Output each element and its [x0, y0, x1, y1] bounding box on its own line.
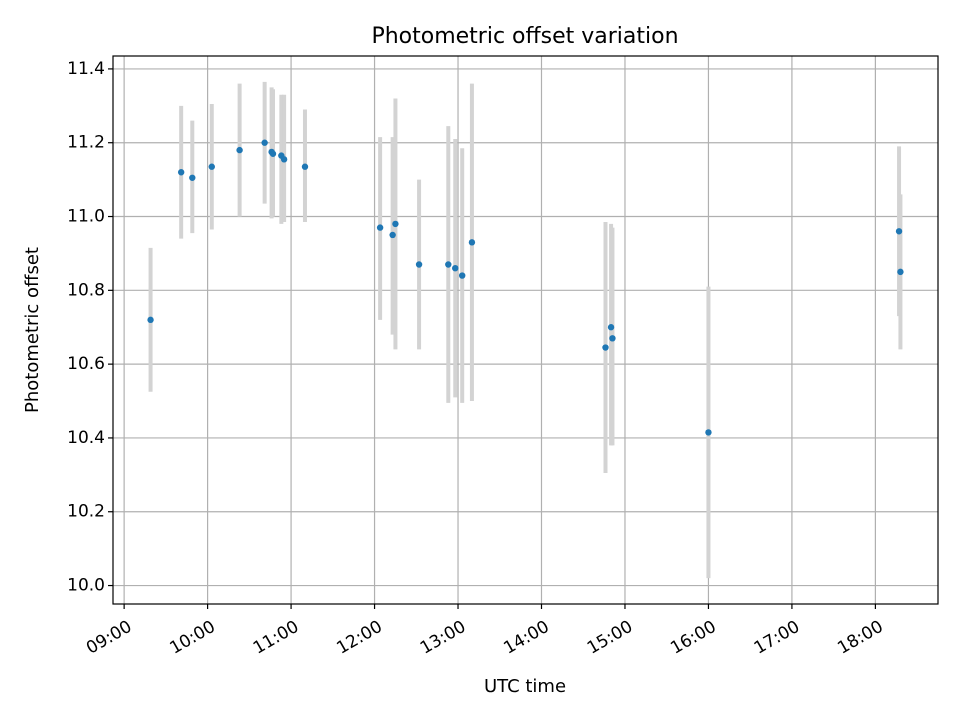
- data-point: [376, 224, 384, 231]
- data-point: [280, 156, 288, 163]
- grid-lines: [113, 56, 938, 604]
- data-point: [452, 264, 459, 272]
- y-tick-label: 11.4: [67, 59, 105, 79]
- data-point: [261, 139, 268, 146]
- y-tick-label: 11.0: [67, 207, 105, 227]
- data-point: [389, 231, 396, 239]
- y-axis-label: Photometric offset: [22, 247, 43, 413]
- y-tick-label: 10.0: [67, 576, 105, 596]
- data-point: [415, 261, 423, 268]
- x-axis-label: UTC time: [484, 676, 566, 697]
- data-point: [897, 268, 904, 276]
- data-point: [458, 272, 466, 279]
- chart-title: Photometric offset variation: [371, 24, 678, 49]
- data-point: [705, 429, 712, 436]
- data-point: [189, 174, 196, 181]
- data-point: [269, 150, 277, 157]
- data-point: [609, 335, 616, 342]
- data-point: [147, 316, 154, 324]
- y-axis-ticks: 10.0 10.2 10.4 10.6 10.8 11.0 11.2 11.4: [67, 59, 113, 596]
- data-point: [301, 163, 309, 170]
- data-point: [208, 163, 215, 170]
- data-point: [177, 169, 185, 176]
- data-point: [602, 344, 609, 351]
- y-tick-label: 11.2: [67, 133, 105, 153]
- y-tick-label: 10.8: [67, 280, 105, 300]
- data-point: [236, 146, 243, 154]
- data-point: [895, 228, 903, 235]
- plot-frame: [112, 55, 939, 605]
- y-tick-label: 10.6: [67, 354, 105, 374]
- data-point: [607, 324, 615, 331]
- data-points: [147, 139, 904, 436]
- data-point: [445, 261, 452, 268]
- y-tick-label: 10.4: [67, 428, 105, 448]
- y-tick-label: 10.2: [67, 502, 105, 522]
- data-point: [392, 220, 399, 228]
- data-point: [468, 239, 476, 246]
